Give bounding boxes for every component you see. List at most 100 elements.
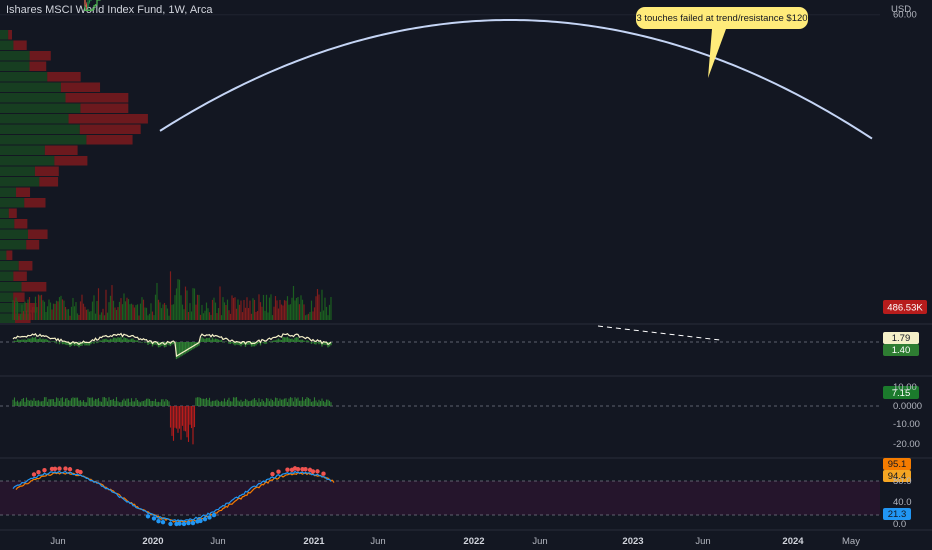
volume-profile-bar: [14, 219, 28, 229]
volume-bar: [171, 304, 173, 320]
volume-bar: [274, 296, 277, 320]
osc1-line: [12, 332, 332, 358]
volume-bar: [67, 309, 70, 320]
stoch-overbought-dot: [276, 469, 281, 474]
volume-profile-bar: [68, 114, 148, 124]
volume-bar: [37, 294, 40, 320]
volume-bar: [324, 297, 326, 320]
volume-bar: [202, 313, 205, 320]
volume-bar: [34, 296, 37, 320]
volume-bar: [270, 294, 272, 320]
stoch-overbought-dot: [295, 466, 301, 472]
volume-bar: [201, 304, 203, 320]
volume-bar: [250, 313, 253, 320]
volume-bar: [220, 315, 223, 320]
stoch-oversold-dot: [198, 518, 203, 524]
volume-bar: [223, 302, 226, 320]
volume-profile-bar: [29, 51, 51, 61]
volume-bar: [40, 294, 43, 320]
volume-bar: [133, 307, 136, 320]
time-axis-tick: 2020: [142, 536, 163, 547]
volume-profile-bar: [0, 208, 9, 218]
candle-body: [87, 1, 89, 8]
volume-bar: [33, 307, 35, 320]
volume-profile-bar: [0, 219, 15, 229]
volume-bar: [240, 300, 242, 320]
osc2-axis-tick: 0.0000: [893, 401, 922, 412]
volume-profile-bar: [24, 198, 46, 208]
volume-bar: [132, 304, 134, 320]
volume-profile-bar: [47, 72, 81, 82]
volume-profile-bar: [0, 82, 61, 92]
volume-bar: [318, 294, 320, 320]
volume-profile-bar: [0, 198, 25, 208]
volume-profile-bar: [0, 177, 40, 187]
volume-bar: [222, 297, 224, 320]
volume-bar: [199, 314, 202, 320]
osc1-tag: [883, 332, 919, 344]
volume-bar: [319, 311, 322, 320]
volume-bar: [138, 315, 140, 320]
volume-bar: [148, 313, 151, 320]
time-axis-tick: 2024: [782, 536, 804, 547]
volume-profile-bar: [0, 124, 80, 134]
osc1-divergence-line: [597, 325, 721, 341]
time-axis-tick: Jun: [695, 536, 710, 547]
volume-bar: [25, 310, 28, 320]
volume-bar: [241, 312, 244, 320]
volume-bar: [78, 315, 80, 320]
volume-profile-bar: [79, 124, 141, 134]
osc2-axis-tick: 10.00: [893, 382, 917, 393]
volume-bar: [156, 282, 158, 320]
volume-bar: [127, 299, 130, 320]
volume-bar: [252, 298, 254, 320]
volume-profile: [0, 30, 148, 323]
volume-profile-bar: [0, 61, 30, 71]
volume-bar: [261, 306, 263, 320]
stoch-band: [0, 481, 880, 515]
volume-bar: [277, 308, 280, 320]
volume-bar: [16, 301, 19, 320]
volume-bar: [49, 302, 52, 320]
volume-bar: [301, 299, 304, 320]
volume-bar: [267, 312, 269, 320]
volume-bar: [163, 302, 166, 320]
parabolic-arc: [159, 19, 873, 140]
osc1-value-label: 1.79: [892, 333, 911, 344]
stoch-axis-tick: 80.0: [893, 476, 912, 487]
volume-bar: [244, 307, 247, 320]
volume-bar: [280, 304, 283, 320]
volume-profile-bar: [0, 271, 14, 281]
volume-profile-bar: [44, 145, 78, 155]
volume-bar: [18, 315, 20, 320]
volume-bar: [268, 297, 271, 320]
volume-profile-bar: [26, 240, 40, 250]
volume-bar: [168, 315, 170, 320]
volume-bar: [46, 306, 49, 320]
volume-bar: [61, 299, 64, 320]
volume-bar: [96, 300, 98, 320]
volume-bar: [129, 304, 131, 320]
volume-profile-bar: [60, 82, 101, 92]
volume-bar: [85, 309, 88, 320]
volume-bar: [184, 286, 187, 320]
stoch-oversold-dot: [202, 516, 208, 522]
volume-bar: [238, 304, 241, 320]
volume-bar: [243, 299, 245, 320]
volume-bar: [108, 302, 110, 320]
volume-bar: [207, 308, 209, 320]
volume-bar: [39, 295, 41, 320]
volume-bar: [198, 294, 200, 320]
volume-bar: [321, 289, 323, 320]
stoch-value-label: 95.1: [888, 459, 907, 470]
volume-bar: [145, 307, 148, 320]
stoch-axis-tick: 0.0: [893, 519, 906, 530]
osc2-value-label: 7.15: [892, 388, 911, 399]
volume-bar: [139, 303, 142, 320]
volume-bar: [328, 304, 331, 320]
volume-bar: [147, 315, 149, 320]
volume-bar: [204, 310, 206, 320]
volume-bar: [91, 301, 94, 320]
volume-bar: [180, 295, 182, 320]
